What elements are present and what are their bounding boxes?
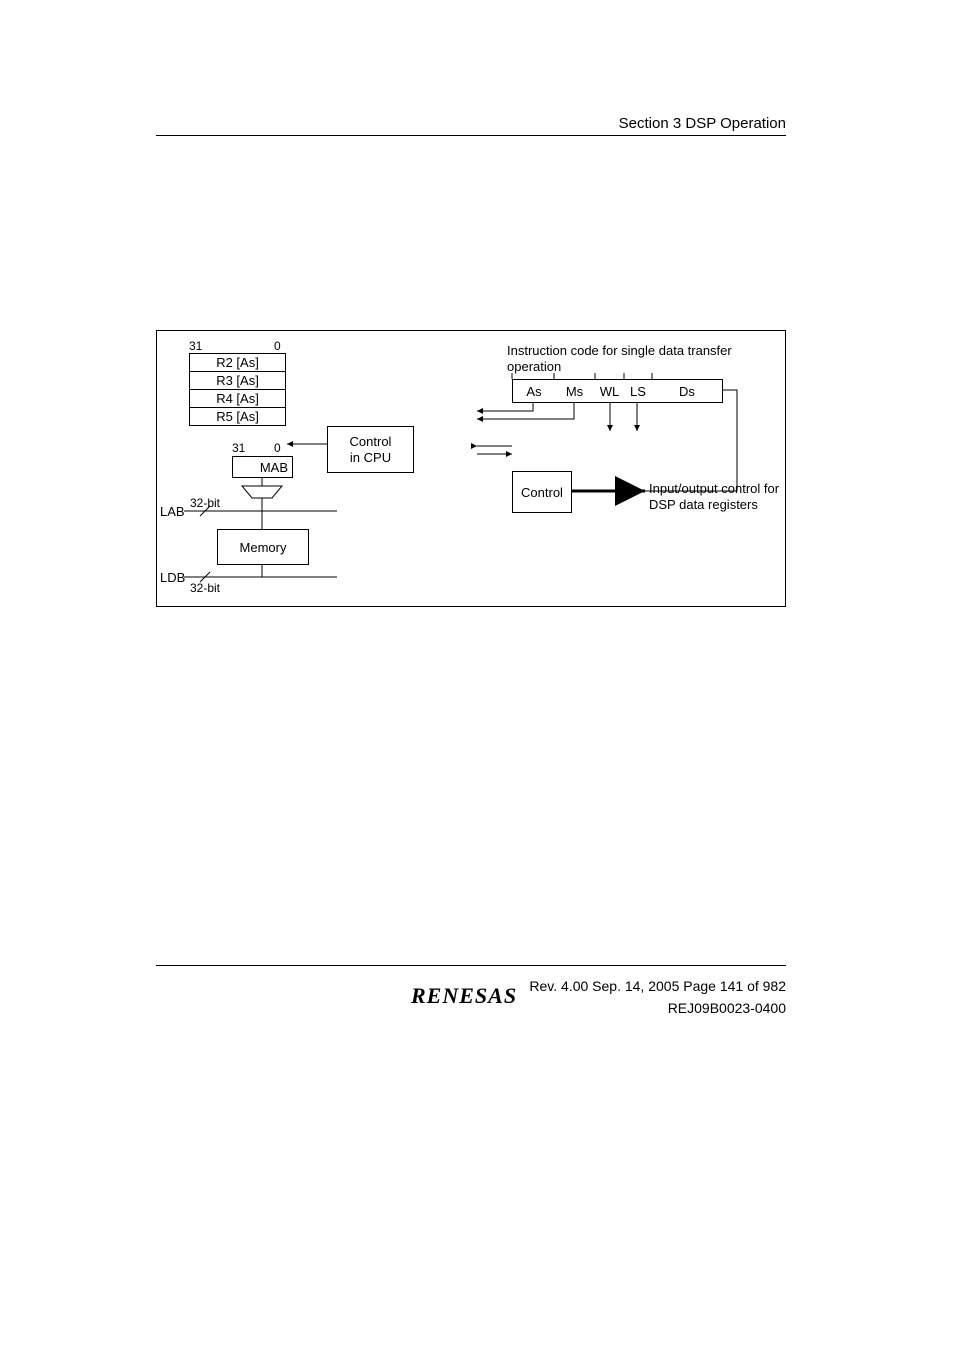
reg-r3: R3 [As] [189,371,286,390]
reg-r5: R5 [As] [189,407,286,426]
footer-rev: Rev. 4.00 Sep. 14, 2005 Page 141 of 982 [529,975,786,997]
ldb-width: 32-bit [190,581,220,595]
lab-label: LAB [160,504,185,519]
control-cpu-l2: in CPU [350,450,391,466]
reg-r4: R4 [As] [189,389,286,408]
memory-box: Memory [217,529,309,565]
field-ds: Ds [652,379,723,403]
page: Section 3 DSP Operation [156,0,786,1351]
footer: Rev. 4.00 Sep. 14, 2005 Page 141 of 982 … [529,975,786,1020]
field-as: As [512,379,556,403]
mab-box: MAB [232,456,293,478]
reg-r2: R2 [As] [189,353,286,372]
renesas-logo: RENESAS [411,983,517,1009]
field-ls: LS [624,379,653,403]
lab-width: 32-bit [190,496,220,510]
instruction-text-l2: operation [507,359,561,374]
field-wl: WL [595,379,625,403]
field-ms: Ms [554,379,596,403]
figure-box: 31 0 R2 [As] R3 [As] R4 [As] R5 [As] 31 … [156,330,786,607]
instruction-text-l1: Instruction code for single data transfe… [507,343,732,358]
regbits-left: 31 [189,339,202,353]
control-cpu-l1: Control [350,434,392,450]
mab-bits-left: 31 [232,441,245,455]
section-header: Section 3 DSP Operation [619,115,786,132]
ldb-label: LDB [160,570,185,585]
footer-docnum: REJ09B0023-0400 [529,997,786,1019]
io-text-l1: Input/output control for [649,481,779,496]
regbits-right: 0 [274,339,281,353]
control-box: Control [512,471,572,513]
mab-bits-right: 0 [274,441,281,455]
io-text-l2: DSP data registers [649,497,758,512]
footer-rule [156,965,786,966]
header-rule [156,135,786,136]
control-cpu-box: Control in CPU [327,426,414,473]
